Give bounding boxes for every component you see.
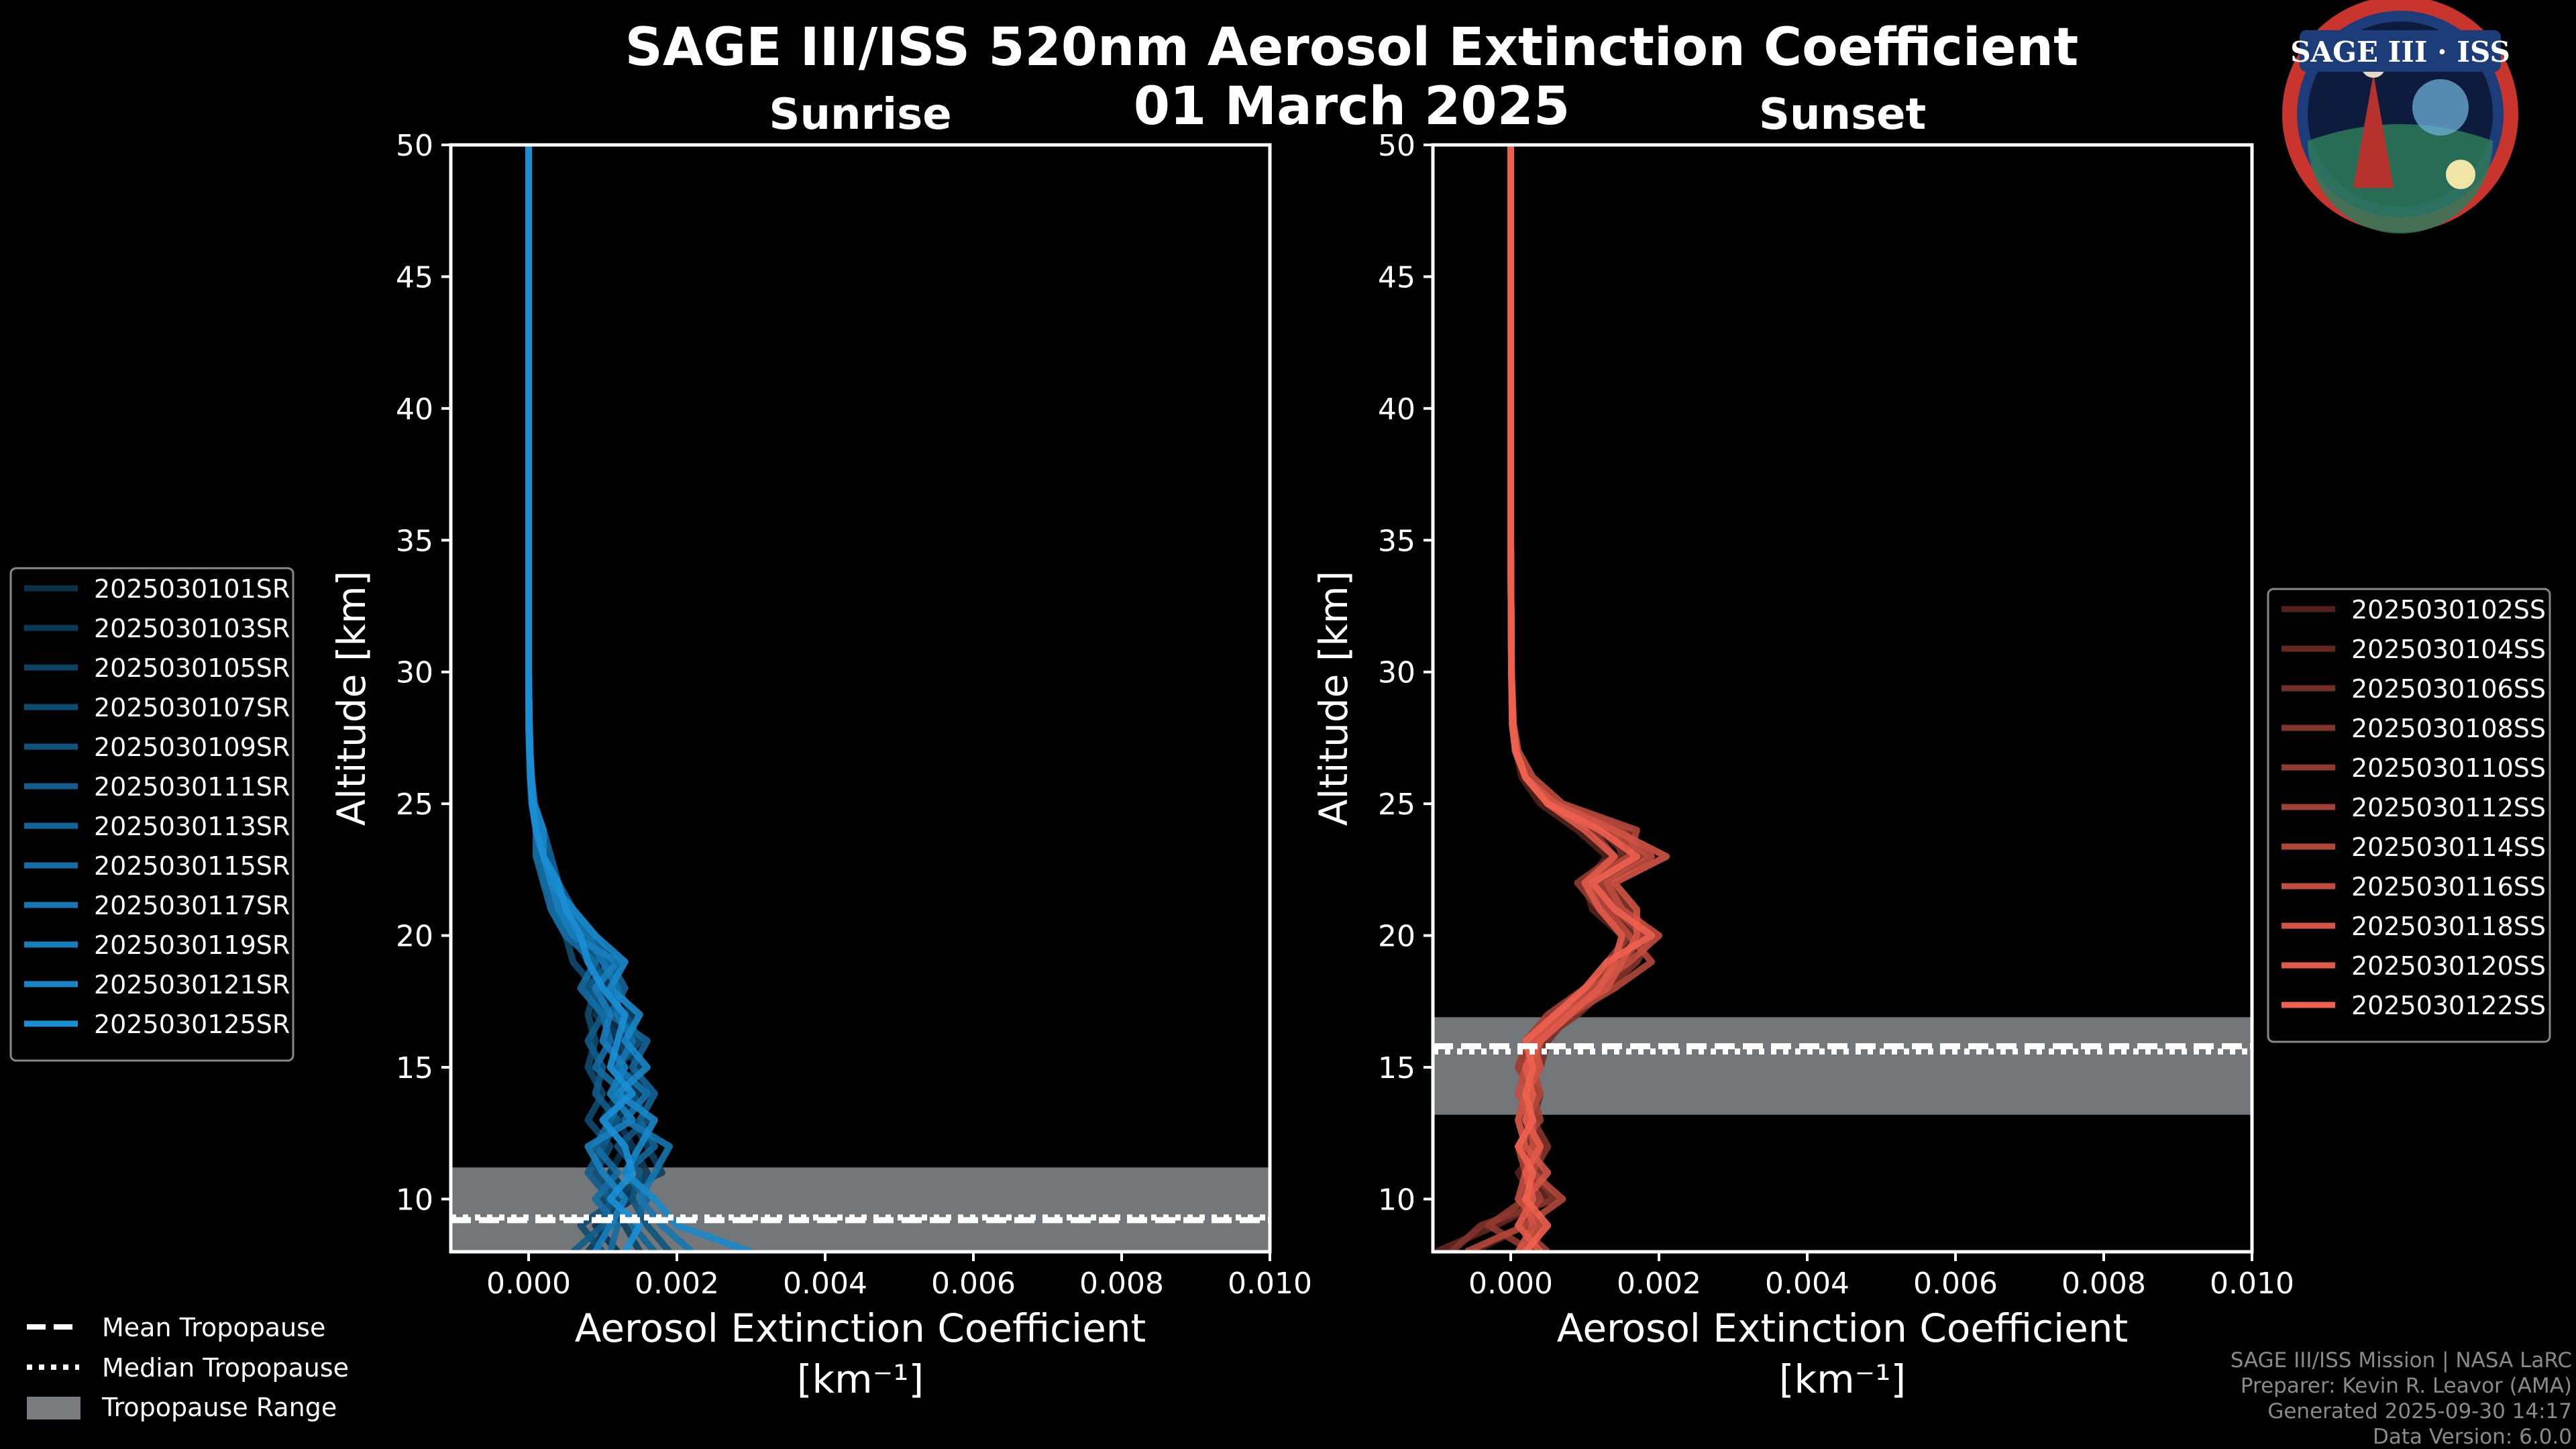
- y-tick-label: 35: [396, 524, 433, 558]
- tropopause-legend: Mean Tropopause Median Tropopause Tropop…: [27, 1313, 349, 1422]
- legend-label: 2025030122SS: [2351, 991, 2546, 1020]
- plot-frame: [1431, 143, 2254, 1254]
- y-tick-label: 30: [1378, 656, 1415, 690]
- legend-label: 2025030116SS: [2351, 872, 2546, 902]
- credit-mission: SAGE III/ISS Mission | NASA LaRC: [2231, 1348, 2572, 1373]
- sage-iii-iss-logo: SAGE III · ISS: [2282, 0, 2518, 233]
- x-axis-label: Aerosol Extinction Coefficient: [1557, 1305, 2129, 1351]
- legend-label: 2025030121SR: [94, 970, 290, 1000]
- y-tick-label: 35: [1378, 524, 1415, 558]
- legend-label: 2025030112SS: [2351, 793, 2546, 822]
- legend-frame: [9, 567, 294, 1062]
- y-tick-label: 10: [396, 1183, 433, 1217]
- legend-label: 2025030106SS: [2351, 674, 2546, 704]
- credit-generated: Generated 2025-09-30 14:17: [2267, 1399, 2572, 1424]
- chart-date: 01 March 2025: [1134, 76, 1570, 137]
- y-tick-label: 25: [1378, 788, 1415, 822]
- credits: SAGE III/ISS Mission | NASA LaRC Prepare…: [2231, 1348, 2572, 1449]
- y-tick-label: 20: [1378, 920, 1415, 954]
- legend-label: 2025030118SS: [2351, 912, 2546, 941]
- series-line-2025030115SR: [525, 145, 629, 1252]
- plot-frame: [449, 143, 1272, 1254]
- series-line-2025030122SS: [1507, 145, 1655, 1252]
- legend-label: 2025030104SS: [2351, 635, 2546, 664]
- y-tick-label: 25: [396, 788, 433, 822]
- x-tick-label: 0.010: [1228, 1267, 1312, 1301]
- legend-label: 2025030119SR: [94, 930, 290, 960]
- sunset-title: Sunset: [1759, 90, 1926, 140]
- legend-label: 2025030125SR: [94, 1010, 290, 1039]
- x-axis-unit: [km⁻¹]: [1779, 1356, 1906, 1402]
- sunrise-panel: Sunrise 0.000 0.002 0.004 0.006 0.008 0.010 10 1…: [329, 90, 1312, 1402]
- median-tropopause-label: Median Tropopause: [102, 1353, 349, 1383]
- y-tick-label: 30: [396, 656, 433, 690]
- mean-tropopause-label: Mean Tropopause: [102, 1313, 325, 1342]
- x-tick-label: 0.006: [931, 1267, 1016, 1301]
- x-tick-label: 0.006: [1913, 1267, 1998, 1301]
- sunrise-title: Sunrise: [769, 90, 951, 140]
- x-tick-label: 0.000: [486, 1267, 571, 1301]
- y-tick-label: 40: [396, 392, 433, 427]
- legend-label: 2025030103SR: [94, 614, 290, 643]
- y-tick-label: 40: [1378, 392, 1415, 427]
- legend-label: 2025030117SR: [94, 891, 290, 920]
- legend-label: 2025030105SR: [94, 653, 290, 683]
- legend-label: 2025030113SR: [94, 812, 290, 841]
- tropopause-range-band: [1433, 1017, 2252, 1115]
- y-tick-label: 50: [396, 129, 433, 163]
- series-line-2025030111SR: [525, 145, 621, 1252]
- x-axis-label: Aerosol Extinction Coefficient: [575, 1305, 1146, 1351]
- sunset-panel: Sunset 0.000 0.002 0.004 0.006 0.008 0.010 10 15…: [1311, 90, 2294, 1402]
- credit-version: Data Version: 6.0.0: [2373, 1425, 2572, 1449]
- series-line-2025030107SR: [525, 145, 621, 1252]
- x-tick-label: 0.010: [2210, 1267, 2294, 1301]
- chart-title: SAGE III/ISS 520nm Aerosol Extinction Co…: [625, 17, 2079, 78]
- x-tick-label: 0.002: [1617, 1267, 1701, 1301]
- y-tick-label: 20: [396, 920, 433, 954]
- y-axis-label: Altitude [km]: [329, 571, 374, 826]
- legend-label: 2025030115SR: [94, 851, 290, 881]
- sunrise-legend: 2025030101SR 2025030103SR 2025030105SR 2025…: [9, 567, 294, 1062]
- y-tick-label: 15: [1378, 1051, 1415, 1085]
- legend-label: 2025030120SS: [2351, 951, 2546, 981]
- legend-label: 2025030111SR: [94, 772, 290, 802]
- x-tick-label: 0.004: [1765, 1267, 1849, 1301]
- tropopause-range-label: Tropopause Range: [101, 1393, 337, 1422]
- x-tick-label: 0.004: [783, 1267, 867, 1301]
- legend-label: 2025030102SS: [2351, 595, 2546, 625]
- y-tick-label: 50: [1378, 129, 1415, 163]
- logo-title: SAGE III · ISS: [2290, 36, 2510, 68]
- y-axis-label: Altitude [km]: [1311, 571, 1356, 826]
- legend-label: 2025030101SR: [94, 574, 290, 604]
- legend-label: 2025030108SS: [2351, 714, 2546, 743]
- x-tick-label: 0.002: [635, 1267, 719, 1301]
- legend-label: 2025030107SR: [94, 693, 290, 722]
- series-line-2025030117SR: [525, 145, 694, 1252]
- y-tick-label: 15: [396, 1051, 433, 1085]
- x-tick-label: 0.008: [2061, 1267, 2146, 1301]
- sunset-legend: 2025030102SS 2025030104SS 2025030106SS 2025…: [2267, 588, 2551, 1043]
- y-tick-label: 10: [1378, 1183, 1415, 1217]
- x-tick-label: 0.008: [1079, 1267, 1164, 1301]
- legend-frame: [2267, 588, 2551, 1043]
- legend-label: 2025030110SS: [2351, 753, 2546, 783]
- series-line-2025030119SR: [525, 145, 636, 1252]
- legend-label: 2025030109SR: [94, 733, 290, 762]
- series-line-2025030125SR: [525, 145, 643, 1252]
- credit-preparer: Preparer: Kevin R. Leavor (AMA): [2241, 1374, 2572, 1398]
- legend-label: 2025030114SS: [2351, 833, 2546, 862]
- y-tick-label: 45: [396, 260, 433, 294]
- x-axis-unit: [km⁻¹]: [797, 1356, 924, 1402]
- y-tick-label: 45: [1378, 260, 1415, 294]
- tropopause-range-swatch: [27, 1397, 80, 1419]
- tropopause-range-band: [451, 1167, 1270, 1252]
- x-tick-label: 0.000: [1468, 1267, 1553, 1301]
